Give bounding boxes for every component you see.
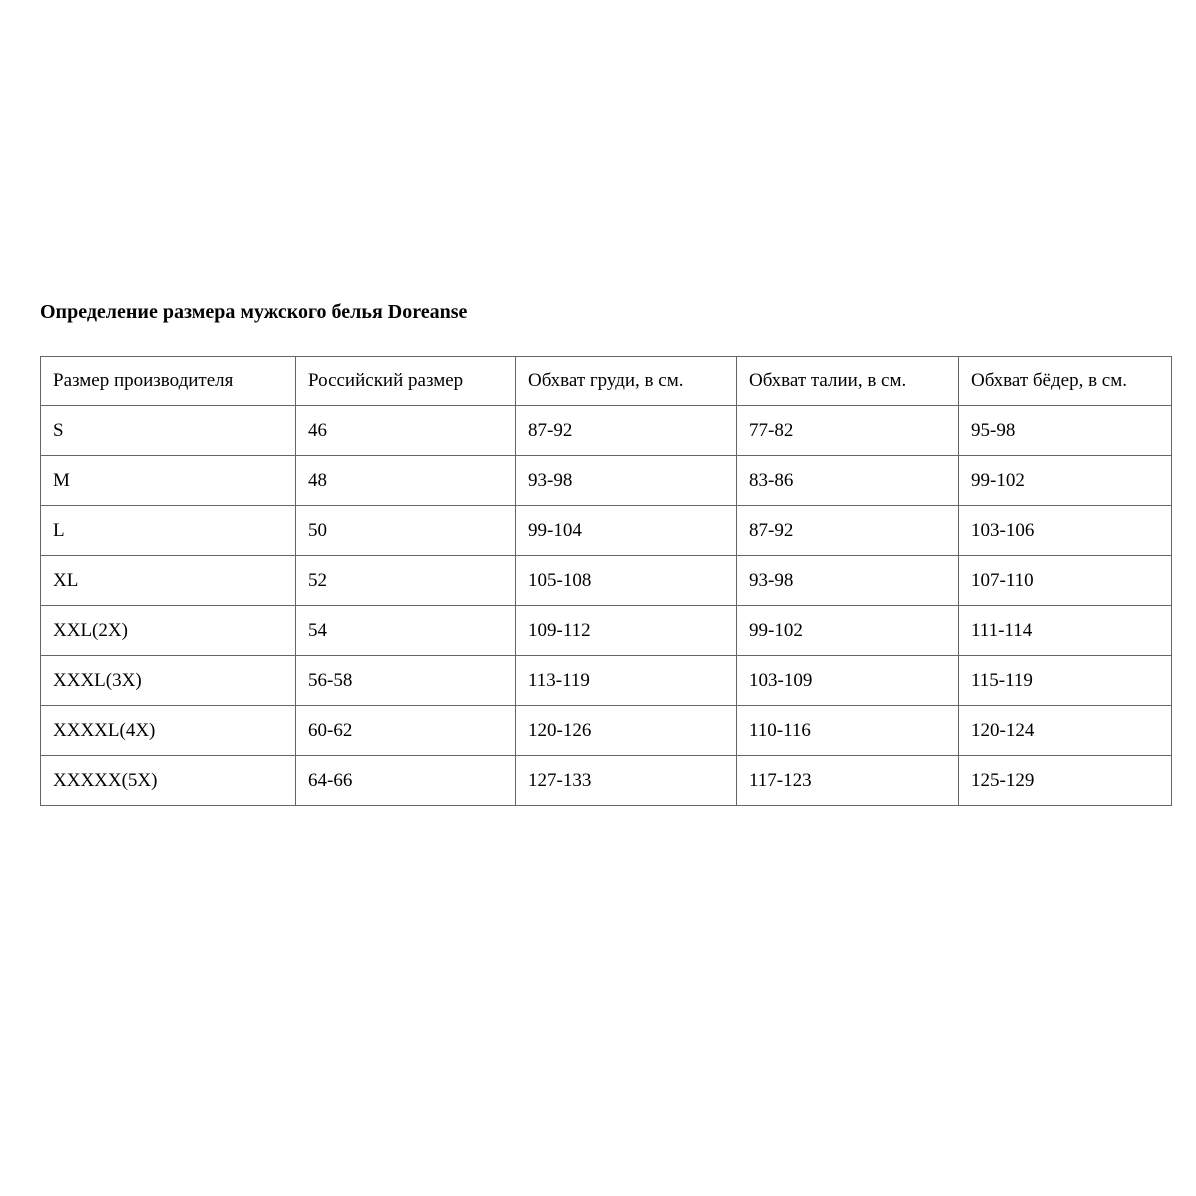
cell-chest: 87-92 xyxy=(515,405,737,456)
cell-waist: 93-98 xyxy=(736,555,959,606)
cell-russian-size: 56-58 xyxy=(295,655,516,706)
table-row: L 50 99-104 87-92 103-106 xyxy=(40,505,1172,556)
cell-hips: 99-102 xyxy=(958,455,1172,506)
cell-hips: 111-114 xyxy=(958,605,1172,656)
cell-hips: 120-124 xyxy=(958,705,1172,756)
cell-chest: 105-108 xyxy=(515,555,737,606)
column-header-hips: Обхват бёдер, в см. xyxy=(958,356,1172,406)
cell-waist: 87-92 xyxy=(736,505,959,556)
cell-waist: 99-102 xyxy=(736,605,959,656)
cell-russian-size: 48 xyxy=(295,455,516,506)
cell-manufacturer-size: XXXL(3X) xyxy=(40,655,296,706)
table-row: XXXXL(4X) 60-62 120-126 110-116 120-124 xyxy=(40,705,1172,756)
cell-hips: 125-129 xyxy=(958,755,1172,806)
cell-manufacturer-size: L xyxy=(40,505,296,556)
column-header-waist: Обхват талии, в см. xyxy=(736,356,959,406)
cell-manufacturer-size: XL xyxy=(40,555,296,606)
cell-manufacturer-size: XXL(2X) xyxy=(40,605,296,656)
size-chart-table: Размер производителя Российский размер О… xyxy=(40,356,1172,806)
cell-chest: 109-112 xyxy=(515,605,737,656)
cell-chest: 113-119 xyxy=(515,655,737,706)
cell-waist: 110-116 xyxy=(736,705,959,756)
cell-russian-size: 50 xyxy=(295,505,516,556)
table-row: S 46 87-92 77-82 95-98 xyxy=(40,405,1172,456)
cell-chest: 99-104 xyxy=(515,505,737,556)
cell-russian-size: 54 xyxy=(295,605,516,656)
cell-russian-size: 46 xyxy=(295,405,516,456)
cell-hips: 103-106 xyxy=(958,505,1172,556)
cell-manufacturer-size: XXXXL(4X) xyxy=(40,705,296,756)
table-row: XXXXX(5X) 64-66 127-133 117-123 125-129 xyxy=(40,755,1172,806)
cell-manufacturer-size: XXXXX(5X) xyxy=(40,755,296,806)
document-page: Определение размера мужского белья Dorea… xyxy=(40,301,1172,806)
cell-manufacturer-size: M xyxy=(40,455,296,506)
cell-russian-size: 52 xyxy=(295,555,516,606)
cell-chest: 93-98 xyxy=(515,455,737,506)
table-row: XL 52 105-108 93-98 107-110 xyxy=(40,555,1172,606)
cell-waist: 77-82 xyxy=(736,405,959,456)
table-header-row: Размер производителя Российский размер О… xyxy=(40,356,1172,406)
cell-hips: 107-110 xyxy=(958,555,1172,606)
cell-chest: 120-126 xyxy=(515,705,737,756)
cell-waist: 83-86 xyxy=(736,455,959,506)
cell-manufacturer-size: S xyxy=(40,405,296,456)
cell-waist: 117-123 xyxy=(736,755,959,806)
column-header-russian-size: Российский размер xyxy=(295,356,516,406)
table-row: XXL(2X) 54 109-112 99-102 111-114 xyxy=(40,605,1172,656)
cell-russian-size: 60-62 xyxy=(295,705,516,756)
cell-russian-size: 64-66 xyxy=(295,755,516,806)
cell-chest: 127-133 xyxy=(515,755,737,806)
cell-waist: 103-109 xyxy=(736,655,959,706)
column-header-manufacturer-size: Размер производителя xyxy=(40,356,296,406)
table-row: M 48 93-98 83-86 99-102 xyxy=(40,455,1172,506)
table-row: XXXL(3X) 56-58 113-119 103-109 115-119 xyxy=(40,655,1172,706)
column-header-chest: Обхват груди, в см. xyxy=(515,356,737,406)
cell-hips: 115-119 xyxy=(958,655,1172,706)
cell-hips: 95-98 xyxy=(958,405,1172,456)
page-title: Определение размера мужского белья Dorea… xyxy=(40,301,468,323)
